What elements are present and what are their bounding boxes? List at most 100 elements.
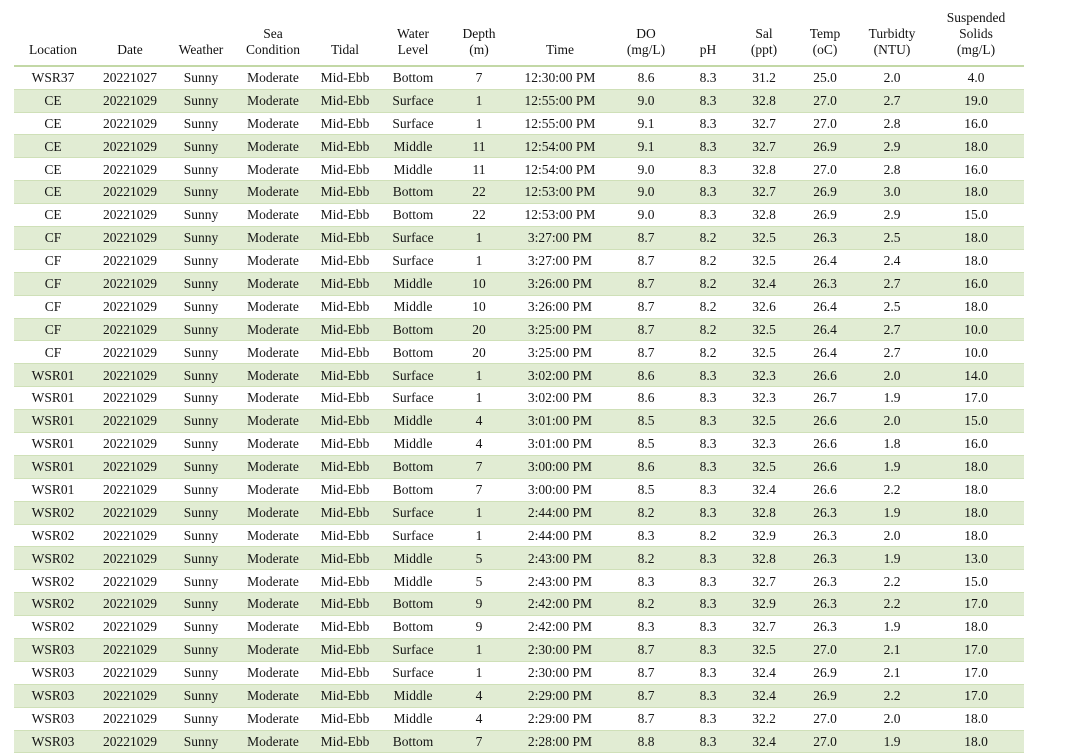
cell-sea: Moderate [234, 546, 312, 571]
table-row[interactable]: WSR03 20221029 Sunny Moderate Mid-Ebb Surface… [14, 661, 1024, 685]
cell-sea: Moderate [234, 729, 312, 753]
cell-tidal: Mid-Ebb [312, 363, 378, 388]
cell-sea: Moderate [234, 386, 312, 410]
table-row[interactable]: WSR37 20221027 Sunny Moderate Mid-Ebb Bottom 7… [14, 65, 1024, 90]
table-row[interactable]: WSR01 20221029 Sunny Moderate Mid-Ebb Bottom 7… [14, 478, 1024, 502]
cell-sal: 32.4 [734, 271, 794, 296]
cell-ph: 8.3 [682, 592, 734, 617]
cell-waterlevel: Surface [378, 88, 448, 113]
cell-date: 20221029 [92, 432, 168, 456]
cell-do: 8.6 [610, 65, 682, 90]
column-header-ph[interactable]: pH [682, 8, 734, 67]
table-row[interactable]: CF 20221029 Sunny Moderate Mid-Ebb Surface 1 3:… [14, 226, 1024, 250]
table-row[interactable]: WSR01 20221029 Sunny Moderate Mid-Ebb Bottom 7… [14, 454, 1024, 479]
table-row[interactable]: CF 20221029 Sunny Moderate Mid-Ebb Middle 10 3:… [14, 271, 1024, 296]
table-row[interactable]: CE 20221029 Sunny Moderate Mid-Ebb Middle 11 12… [14, 134, 1024, 159]
cell-depth: 1 [448, 363, 510, 388]
column-header-weather[interactable]: Weather [168, 8, 234, 67]
cell-do: 8.6 [610, 386, 682, 410]
cell-sea: Moderate [234, 524, 312, 547]
table-row[interactable]: CF 20221029 Sunny Moderate Mid-Ebb Surface 1 3:… [14, 249, 1024, 273]
table-row[interactable]: WSR02 20221029 Sunny Moderate Mid-Ebb Bottom 9… [14, 615, 1024, 639]
cell-turbidity: 2.2 [856, 683, 928, 708]
cell-time: 2:42:00 PM [510, 592, 610, 617]
table-row[interactable]: CF 20221029 Sunny Moderate Mid-Ebb Bottom 20 3:… [14, 340, 1024, 364]
cell-sal: 32.7 [734, 569, 794, 593]
table-row[interactable]: WSR01 20221029 Sunny Moderate Mid-Ebb Middle 4… [14, 409, 1024, 434]
table-row[interactable]: WSR02 20221029 Sunny Moderate Mid-Ebb Surface… [14, 524, 1024, 547]
table-row[interactable]: WSR01 20221029 Sunny Moderate Mid-Ebb Surface… [14, 363, 1024, 388]
cell-solids: 18.0 [928, 707, 1024, 731]
table-row[interactable]: CE 20221029 Sunny Moderate Mid-Ebb Surface 1 12… [14, 112, 1024, 135]
cell-tidal: Mid-Ebb [312, 409, 378, 434]
table-row[interactable]: WSR01 20221029 Sunny Moderate Mid-Ebb Middle 4… [14, 432, 1024, 456]
table-row[interactable]: CE 20221029 Sunny Moderate Mid-Ebb Middle 11 12… [14, 157, 1024, 181]
table-row[interactable]: WSR02 20221029 Sunny Moderate Mid-Ebb Middle 5… [14, 569, 1024, 593]
column-header-date[interactable]: Date [92, 8, 168, 67]
cell-do: 8.7 [610, 295, 682, 319]
cell-temp: 27.0 [794, 729, 856, 753]
column-header-suspended-solids[interactable]: Suspended Solids (mg/L) [928, 8, 1024, 67]
table-row[interactable]: CE 20221029 Sunny Moderate Mid-Ebb Bottom 22 12… [14, 203, 1024, 227]
cell-date: 20221029 [92, 134, 168, 159]
water-quality-table-container: Location Date Weather Sea Condition Tida… [14, 8, 1024, 753]
table-row[interactable]: CE 20221029 Sunny Moderate Mid-Ebb Surface 1 12… [14, 88, 1024, 113]
cell-depth: 4 [448, 707, 510, 731]
table-row[interactable]: CF 20221029 Sunny Moderate Mid-Ebb Bottom 20 3:… [14, 317, 1024, 342]
column-header-temp[interactable]: Temp (oC) [794, 8, 856, 67]
cell-sal: 32.8 [734, 546, 794, 571]
cell-solids: 13.0 [928, 546, 1024, 571]
cell-location: CF [14, 317, 92, 342]
cell-sal: 32.3 [734, 386, 794, 410]
table-row[interactable]: WSR03 20221029 Sunny Moderate Mid-Ebb Surface… [14, 638, 1024, 662]
cell-weather: Sunny [168, 409, 234, 434]
column-header-location[interactable]: Location [14, 8, 92, 67]
cell-waterlevel: Middle [378, 157, 448, 181]
table-row[interactable]: CF 20221029 Sunny Moderate Mid-Ebb Middle 10 3:… [14, 295, 1024, 319]
cell-date: 20221029 [92, 363, 168, 388]
cell-ph: 8.3 [682, 203, 734, 227]
cell-waterlevel: Bottom [378, 180, 448, 205]
cell-turbidity: 1.8 [856, 432, 928, 456]
cell-temp: 26.3 [794, 592, 856, 617]
column-header-tidal[interactable]: Tidal [312, 8, 378, 67]
table-row[interactable]: CE 20221029 Sunny Moderate Mid-Ebb Bottom 22 12… [14, 180, 1024, 205]
cell-weather: Sunny [168, 478, 234, 502]
cell-tidal: Mid-Ebb [312, 707, 378, 731]
column-header-sea-condition[interactable]: Sea Condition [234, 8, 312, 67]
table-row[interactable]: WSR01 20221029 Sunny Moderate Mid-Ebb Surface… [14, 386, 1024, 410]
column-header-water-level[interactable]: Water Level [378, 8, 448, 67]
cell-tidal: Mid-Ebb [312, 615, 378, 639]
cell-temp: 26.9 [794, 134, 856, 159]
cell-depth: 7 [448, 478, 510, 502]
cell-time: 3:27:00 PM [510, 226, 610, 250]
cell-sea: Moderate [234, 592, 312, 617]
cell-weather: Sunny [168, 524, 234, 547]
cell-tidal: Mid-Ebb [312, 592, 378, 617]
table-row[interactable]: WSR03 20221029 Sunny Moderate Mid-Ebb Bottom 7… [14, 729, 1024, 753]
column-header-turbidity[interactable]: Turbidty (NTU) [856, 8, 928, 67]
cell-solids: 17.0 [928, 638, 1024, 662]
cell-depth: 1 [448, 661, 510, 685]
cell-waterlevel: Surface [378, 500, 448, 525]
cell-sea: Moderate [234, 271, 312, 296]
column-header-sal[interactable]: Sal (ppt) [734, 8, 794, 67]
table-row[interactable]: WSR03 20221029 Sunny Moderate Mid-Ebb Middle 4… [14, 707, 1024, 731]
column-header-do[interactable]: DO (mg/L) [610, 8, 682, 67]
cell-location: WSR01 [14, 478, 92, 502]
cell-date: 20221029 [92, 638, 168, 662]
cell-time: 12:53:00 PM [510, 180, 610, 205]
cell-temp: 27.0 [794, 157, 856, 181]
cell-depth: 4 [448, 409, 510, 434]
column-header-depth[interactable]: Depth (m) [448, 8, 510, 67]
table-row[interactable]: WSR02 20221029 Sunny Moderate Mid-Ebb Middle 5… [14, 546, 1024, 571]
table-row[interactable]: WSR03 20221029 Sunny Moderate Mid-Ebb Middle 4… [14, 683, 1024, 708]
cell-location: CE [14, 88, 92, 113]
cell-sal: 32.6 [734, 295, 794, 319]
table-row[interactable]: WSR02 20221029 Sunny Moderate Mid-Ebb Surface… [14, 500, 1024, 525]
cell-weather: Sunny [168, 112, 234, 135]
cell-depth: 9 [448, 592, 510, 617]
cell-time: 3:26:00 PM [510, 295, 610, 319]
column-header-time[interactable]: Time [510, 8, 610, 67]
table-row[interactable]: WSR02 20221029 Sunny Moderate Mid-Ebb Bottom 9… [14, 592, 1024, 617]
